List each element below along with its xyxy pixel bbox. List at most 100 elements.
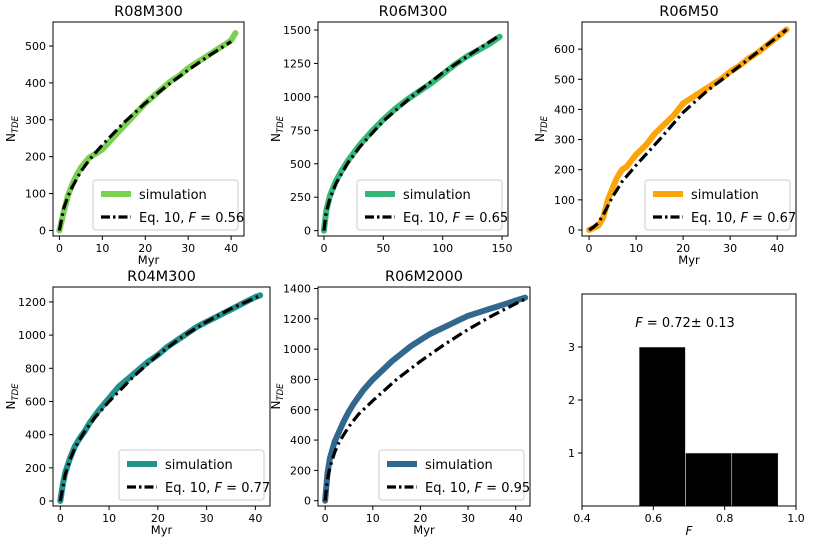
panel-title: R08M300: [114, 4, 183, 20]
y-tick-label: 400: [290, 434, 311, 447]
x-tick-label: 30: [181, 242, 195, 255]
x-tick-label: 0: [320, 242, 327, 255]
legend: simulation Eq. 10, F = 0.95: [378, 449, 530, 501]
x-tick-label: 10: [102, 512, 116, 525]
x-axis-label: Myr: [413, 523, 435, 537]
y-tick-label: 200: [25, 151, 46, 164]
y-tick-label: 800: [290, 373, 311, 386]
x-tick-label: 20: [413, 512, 427, 525]
legend-label: simulation: [165, 458, 233, 473]
x-tick-label: 30: [723, 242, 737, 255]
x-tick-label: 0.8: [716, 512, 734, 525]
y-axis-label: NTDE: [4, 383, 21, 410]
y-tick-label: 500: [554, 73, 575, 86]
x-tick-label: 0: [322, 512, 329, 525]
x-tick-label: 30: [461, 512, 475, 525]
x-tick-label: 0: [56, 242, 63, 255]
legend-label: Eq. 10, F = 0.95: [425, 481, 530, 496]
legend: simulation Eq. 10, F = 0.77: [118, 449, 270, 501]
x-tick-label: 10: [629, 242, 643, 255]
y-tick-label: 250: [290, 191, 311, 204]
x-axis-label: Myr: [678, 253, 700, 267]
hist-bar: [731, 452, 779, 507]
panel-5: 0.4 0.6 0.8 1.0 1 2 3 F F = 0.72± 0.13: [568, 293, 805, 538]
x-axis-label: Myr: [151, 523, 173, 537]
y-tick-label: 1000: [283, 343, 311, 356]
legend-label: simulation: [691, 188, 759, 203]
y-tick-label: 0: [304, 225, 311, 238]
y-tick-label: 3: [568, 341, 575, 354]
legend-label: simulation: [139, 188, 207, 203]
x-axis-label: Myr: [138, 253, 160, 267]
y-tick-label: 1200: [18, 296, 46, 309]
legend-label: Eq. 10, F = 0.77: [165, 481, 270, 496]
x-tick-label: 150: [492, 242, 513, 255]
x-tick-label: 10: [366, 512, 380, 525]
y-axis-label: NTDE: [269, 383, 286, 410]
y-tick-label: 100: [554, 194, 575, 207]
x-tick-label: 40: [248, 512, 262, 525]
x-tick-label: 20: [138, 242, 152, 255]
y-tick-label: 0: [304, 495, 311, 508]
y-tick-label: 300: [554, 134, 575, 147]
y-tick-label: 200: [554, 164, 575, 177]
y-tick-label: 400: [25, 77, 46, 90]
y-tick-label: 1400: [283, 283, 311, 296]
x-tick-label: 1.0: [787, 512, 805, 525]
y-tick-label: 1200: [283, 313, 311, 326]
panel-title: R06M2000: [385, 269, 463, 285]
x-tick-label: 10: [95, 242, 109, 255]
model-line: [588, 28, 788, 232]
x-tick-label: 40: [224, 242, 238, 255]
axes-frame: [581, 21, 797, 237]
x-tick-label: 0: [57, 512, 64, 525]
y-tick-label: 1: [568, 447, 575, 460]
x-tick-label: 40: [770, 242, 784, 255]
panel-title: R06M50: [659, 4, 719, 20]
y-tick-label: 400: [554, 103, 575, 116]
x-tick-label: 0: [586, 242, 593, 255]
x-tick-label: 40: [509, 512, 523, 525]
y-tick-label: 750: [290, 124, 311, 137]
y-tick-label: 0: [39, 495, 46, 508]
x-tick-label: 30: [200, 512, 214, 525]
legend: simulation Eq. 10, F = 0.67: [644, 179, 796, 231]
x-tick-label: 0.6: [645, 512, 663, 525]
x-tick-label: 20: [151, 512, 165, 525]
x-tick-label: 0.4: [573, 512, 591, 525]
y-tick-label: 100: [25, 188, 46, 201]
y-tick-label: 0: [568, 224, 575, 237]
y-tick-label: 800: [25, 362, 46, 375]
y-tick-label: 0: [39, 224, 46, 237]
y-tick-label: 2: [568, 394, 575, 407]
legend: simulation Eq. 10, F = 0.65: [356, 179, 508, 231]
simulation-line: [322, 294, 529, 504]
axes-frame: [317, 21, 509, 237]
y-tick-label: 1000: [283, 91, 311, 104]
y-tick-label: 200: [25, 462, 46, 475]
y-tick-label: 400: [25, 429, 46, 442]
y-tick-label: 600: [25, 395, 46, 408]
panel-title: R04M300: [127, 269, 196, 285]
simulation-line: [586, 26, 790, 233]
x-tick-label: 20: [676, 242, 690, 255]
y-axis-label: NTDE: [269, 115, 286, 142]
model-line: [323, 297, 526, 501]
y-axis-label: NTDE: [533, 115, 550, 142]
y-tick-label: 1500: [283, 24, 311, 37]
y-tick-label: 600: [554, 43, 575, 56]
legend-label: Eq. 10, F = 0.56: [139, 211, 244, 226]
model-line: [58, 293, 261, 502]
x-tick-label: 100: [432, 242, 453, 255]
x-tick-label: 50: [376, 242, 390, 255]
y-axis-label: NTDE: [4, 115, 21, 142]
legend-label: Eq. 10, F = 0.67: [691, 211, 796, 226]
x-axis-label: F: [686, 524, 694, 538]
legend-label: simulation: [403, 188, 471, 203]
panel-title: R06M300: [379, 4, 448, 20]
y-tick-label: 200: [290, 464, 311, 477]
